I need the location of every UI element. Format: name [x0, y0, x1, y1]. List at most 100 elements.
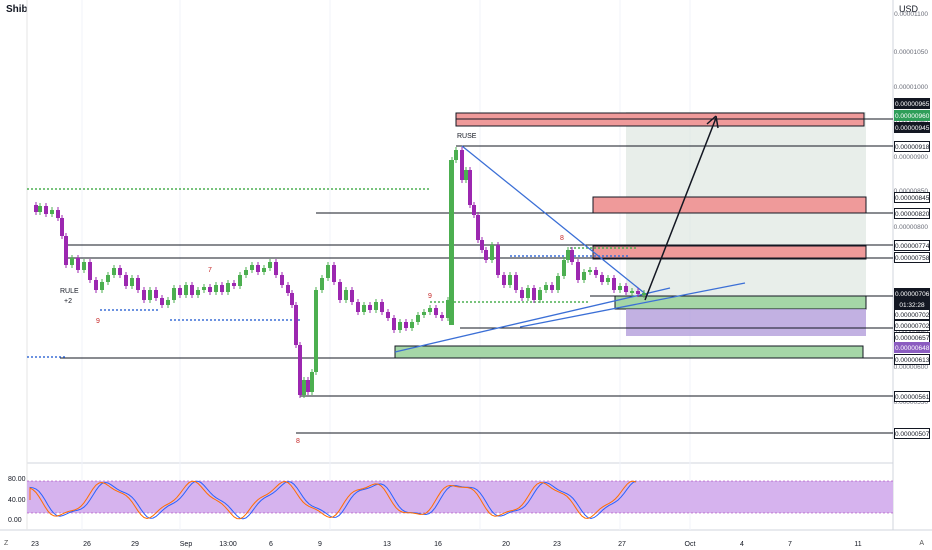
candle [460, 150, 464, 180]
candle [618, 286, 622, 290]
candle [184, 285, 188, 295]
candle [302, 380, 306, 395]
chart-annotation: 8 [560, 235, 564, 242]
candle [606, 278, 610, 282]
chart-annotation: 7 [208, 267, 212, 274]
candle [544, 285, 548, 290]
oscillator-tick: 40.00 [8, 497, 26, 504]
entry-zone [614, 295, 867, 310]
candle [160, 298, 164, 305]
candle [562, 260, 566, 276]
candle [434, 308, 438, 315]
candle [588, 270, 592, 272]
candle [532, 288, 536, 300]
candle [34, 205, 38, 212]
candle [280, 275, 284, 285]
date-tick: 4 [740, 541, 744, 548]
price-tick: 0.00001100 [894, 11, 928, 18]
date-tick: 20 [502, 541, 510, 548]
candle [356, 302, 360, 312]
candle [642, 293, 646, 295]
candle [244, 270, 248, 275]
oscillator-tick: 0.00 [8, 517, 22, 524]
candle [250, 265, 254, 270]
candle [410, 322, 414, 328]
chart-annotation: 9 [96, 318, 100, 325]
candle [56, 210, 60, 218]
price-label: 0.00000702 [894, 309, 930, 320]
auto-scale-button[interactable]: A [919, 540, 924, 547]
candle [88, 262, 92, 280]
stoch-d-line [29, 480, 637, 520]
candle [550, 285, 554, 290]
price-tick: 0.00000800 [893, 224, 928, 231]
date-tick: 9 [318, 541, 322, 548]
candle [202, 287, 206, 290]
price-tick: 0.00001050 [893, 49, 928, 56]
price-label: 0.00000960 [894, 110, 930, 121]
candle [226, 283, 230, 292]
candle [496, 245, 500, 275]
candle [440, 315, 444, 318]
candle [446, 300, 450, 318]
candle [136, 278, 140, 290]
corner-left-label: Z [4, 540, 9, 547]
currency-label: USD [898, 4, 918, 14]
candle [60, 218, 64, 236]
price-label: 0.00000561 [894, 391, 930, 402]
price-tick: 0.00000550 [894, 399, 928, 406]
resistance-zone-mid [592, 196, 867, 214]
descending-trendline [461, 145, 649, 297]
candle [118, 268, 122, 275]
candle [398, 322, 402, 330]
date-tick: 23 [31, 541, 39, 548]
candle [594, 270, 598, 275]
candle [468, 170, 472, 205]
price-label: 0.00000613 [894, 354, 930, 365]
candle [196, 290, 200, 295]
candle [636, 291, 640, 294]
price-tick: 0.00000900 [893, 154, 928, 161]
candle [386, 312, 390, 318]
candle [449, 160, 454, 325]
candle [76, 258, 80, 270]
price-label: 0.00000820 [894, 208, 930, 219]
candle [100, 282, 104, 290]
candle [484, 250, 488, 260]
candle [480, 240, 484, 250]
projection-arrowhead [706, 115, 719, 129]
candle [124, 275, 128, 286]
resistance-zone-low [592, 245, 867, 260]
candle [298, 345, 302, 395]
price-label: 0.00000845 [894, 192, 930, 203]
candle [178, 288, 182, 295]
candle [238, 275, 242, 286]
candle [362, 305, 366, 312]
price-tick: 0.00000850 [894, 188, 928, 195]
price-label: 0.00000648 [894, 342, 930, 353]
candle [368, 305, 372, 310]
price-label: 0.00000507 [894, 428, 930, 439]
chart-annotation: RULE [60, 288, 79, 295]
candle [310, 372, 314, 392]
price-tick: 0.00000600 [893, 364, 928, 371]
candle [630, 291, 634, 293]
candle [338, 282, 342, 300]
candle [314, 290, 318, 372]
candle [306, 380, 310, 392]
candle [106, 275, 110, 282]
candle [502, 275, 506, 285]
price-label: 0.00000774 [894, 240, 930, 251]
candle [64, 236, 68, 265]
candle [538, 290, 542, 300]
candle [600, 275, 604, 282]
candle [428, 308, 432, 312]
price-tick: 0.00001000 [893, 84, 928, 91]
candle [112, 268, 116, 275]
candle [190, 285, 194, 295]
price-label: 0.00000965 [894, 98, 930, 109]
candle [566, 250, 570, 260]
candle [256, 265, 260, 272]
price-label: 0.00000945 [894, 122, 930, 133]
